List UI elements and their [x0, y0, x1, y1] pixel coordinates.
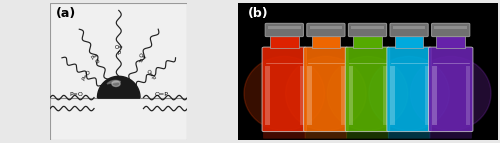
- Bar: [432, 66, 436, 125]
- FancyBboxPatch shape: [346, 130, 389, 139]
- Text: P=
O: P= O: [90, 52, 102, 66]
- Bar: [393, 26, 426, 29]
- Ellipse shape: [244, 56, 324, 131]
- Bar: [300, 66, 304, 125]
- Text: O=P: O=P: [146, 69, 156, 82]
- Polygon shape: [107, 80, 120, 84]
- Bar: [436, 36, 465, 48]
- Bar: [395, 36, 424, 48]
- Text: O=
P: O= P: [134, 52, 147, 66]
- Bar: [466, 66, 470, 125]
- Bar: [270, 36, 298, 48]
- Bar: [353, 36, 382, 48]
- FancyBboxPatch shape: [346, 47, 390, 132]
- Ellipse shape: [286, 56, 366, 131]
- FancyBboxPatch shape: [388, 130, 430, 139]
- Bar: [424, 66, 428, 125]
- FancyBboxPatch shape: [262, 47, 306, 132]
- FancyBboxPatch shape: [430, 130, 472, 139]
- Bar: [307, 66, 312, 125]
- Bar: [268, 26, 300, 29]
- Polygon shape: [98, 76, 140, 98]
- Ellipse shape: [410, 56, 491, 131]
- FancyBboxPatch shape: [387, 47, 432, 132]
- Text: (b): (b): [248, 7, 268, 20]
- FancyBboxPatch shape: [304, 130, 347, 139]
- Ellipse shape: [327, 56, 408, 131]
- Bar: [310, 26, 342, 29]
- Text: (a): (a): [56, 7, 76, 20]
- Bar: [383, 66, 387, 125]
- FancyBboxPatch shape: [428, 47, 473, 132]
- Text: P=O: P=O: [70, 92, 83, 97]
- Ellipse shape: [369, 56, 450, 131]
- Bar: [266, 66, 270, 125]
- Bar: [390, 66, 395, 125]
- Text: O=P: O=P: [154, 92, 168, 97]
- Ellipse shape: [112, 81, 120, 87]
- FancyBboxPatch shape: [432, 23, 470, 37]
- Bar: [342, 66, 345, 125]
- FancyBboxPatch shape: [304, 47, 348, 132]
- FancyBboxPatch shape: [307, 23, 345, 37]
- Bar: [312, 36, 340, 48]
- Bar: [434, 26, 467, 29]
- Text: O=
P: O= P: [114, 45, 123, 56]
- FancyBboxPatch shape: [390, 23, 428, 37]
- Text: P=O: P=O: [81, 69, 92, 82]
- Bar: [348, 66, 354, 125]
- FancyBboxPatch shape: [263, 130, 306, 139]
- Bar: [351, 26, 384, 29]
- FancyBboxPatch shape: [348, 23, 387, 37]
- FancyBboxPatch shape: [265, 23, 304, 37]
